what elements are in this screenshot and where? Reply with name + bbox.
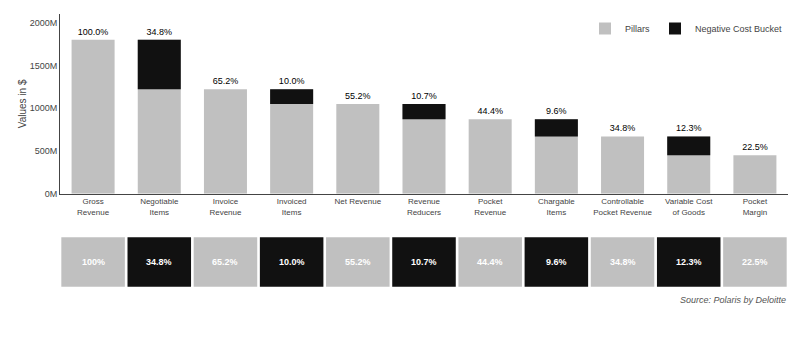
- svg-text:Variable Costof Goods: Variable Costof Goods: [665, 197, 713, 216]
- svg-text:2000M: 2000M: [30, 18, 58, 28]
- svg-text:12.3%: 12.3%: [676, 123, 702, 133]
- svg-text:9.6%: 9.6%: [546, 106, 567, 116]
- svg-text:34.8%: 34.8%: [610, 123, 636, 133]
- svg-text:55.2%: 55.2%: [345, 91, 371, 101]
- svg-text:RevenueReducers: RevenueReducers: [407, 197, 441, 216]
- svg-text:1500M: 1500M: [30, 61, 58, 71]
- svg-text:Net Revenue: Net Revenue: [334, 197, 381, 206]
- svg-text:10.7%: 10.7%: [411, 257, 437, 267]
- svg-text:22.5%: 22.5%: [742, 257, 768, 267]
- svg-text:Source: Polaris by Deloitte: Source: Polaris by Deloitte: [680, 295, 786, 305]
- svg-text:1000M: 1000M: [30, 103, 58, 113]
- svg-text:100.0%: 100.0%: [78, 27, 109, 37]
- svg-text:55.2%: 55.2%: [345, 257, 371, 267]
- svg-text:10.0%: 10.0%: [279, 76, 305, 86]
- svg-text:10.7%: 10.7%: [411, 91, 437, 101]
- svg-text:12.3%: 12.3%: [676, 257, 702, 267]
- svg-text:0M: 0M: [45, 189, 58, 199]
- svg-text:NegotiableItems: NegotiableItems: [140, 197, 179, 216]
- svg-text:GrossRevenue: GrossRevenue: [77, 197, 110, 216]
- svg-text:500M: 500M: [35, 146, 58, 156]
- svg-text:Values in $: Values in $: [17, 79, 28, 128]
- svg-text:100%: 100%: [82, 257, 105, 267]
- svg-text:34.8%: 34.8%: [146, 257, 172, 267]
- svg-text:ChargableItems: ChargableItems: [538, 197, 575, 216]
- svg-text:22.5%: 22.5%: [742, 142, 768, 152]
- svg-text:9.6%: 9.6%: [546, 257, 567, 267]
- svg-text:Negative Cost Bucket: Negative Cost Bucket: [695, 24, 782, 34]
- svg-text:65.2%: 65.2%: [213, 76, 239, 86]
- svg-text:Pillars: Pillars: [625, 24, 650, 34]
- svg-text:34.8%: 34.8%: [147, 27, 173, 37]
- svg-text:InvoiceRevenue: InvoiceRevenue: [209, 197, 242, 216]
- svg-text:10.0%: 10.0%: [279, 257, 305, 267]
- svg-text:34.8%: 34.8%: [610, 257, 636, 267]
- svg-text:ControllablePocket Revenue: ControllablePocket Revenue: [593, 197, 652, 216]
- svg-text:44.4%: 44.4%: [477, 257, 503, 267]
- svg-text:PocketRevenue: PocketRevenue: [474, 197, 507, 216]
- svg-text:InvoicedItems: InvoicedItems: [277, 197, 307, 216]
- svg-text:65.2%: 65.2%: [212, 257, 238, 267]
- svg-text:PocketMargin: PocketMargin: [743, 197, 768, 216]
- svg-text:44.4%: 44.4%: [477, 106, 503, 116]
